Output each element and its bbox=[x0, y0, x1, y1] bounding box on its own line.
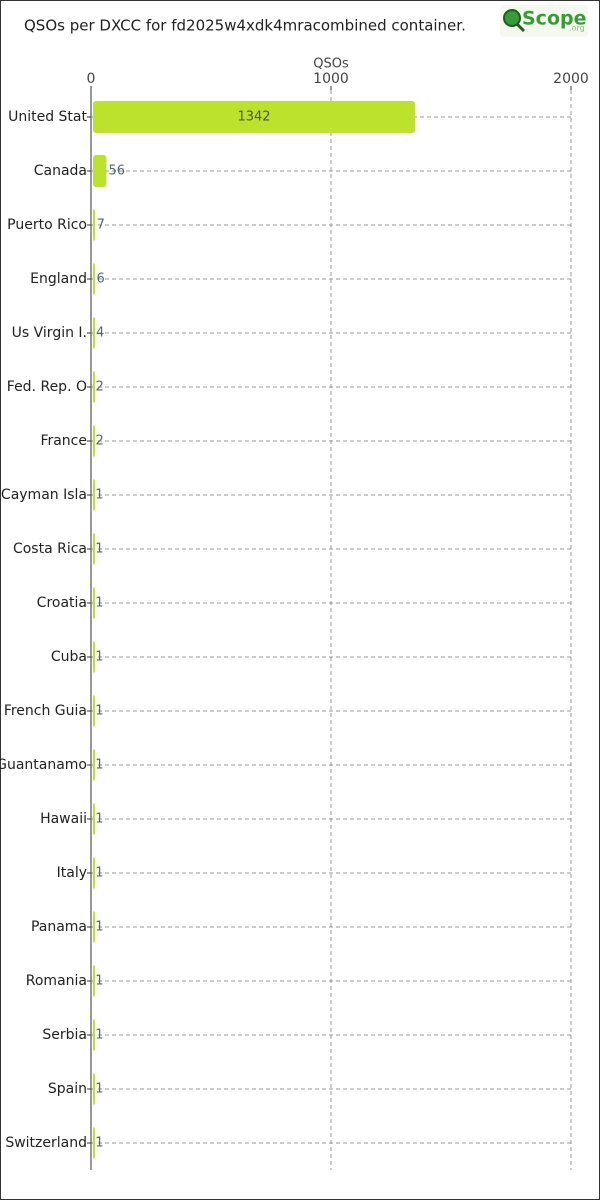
bar bbox=[93, 1127, 95, 1159]
bar bbox=[93, 1019, 95, 1051]
bar bbox=[93, 479, 95, 511]
value-label: 1 bbox=[95, 488, 103, 503]
value-label: 1 bbox=[95, 1028, 103, 1043]
x-tick-label: 0 bbox=[87, 71, 96, 87]
value-label: 56 bbox=[108, 164, 125, 179]
y-tick-label: Puerto Rico bbox=[7, 217, 87, 233]
value-label: 1342 bbox=[237, 110, 270, 125]
bar bbox=[93, 749, 95, 781]
logo-text: Scope bbox=[522, 8, 587, 30]
y-tick-label: Cuba bbox=[51, 649, 87, 665]
value-label: 1 bbox=[95, 920, 103, 935]
y-tick-label: French Guia bbox=[4, 703, 87, 719]
bar bbox=[93, 101, 416, 133]
value-label: 2 bbox=[95, 434, 103, 449]
y-tick-label: Guantanamo bbox=[0, 757, 87, 773]
y-tick-label: Fed. Rep. O bbox=[7, 379, 87, 395]
logo-suffix: .org bbox=[569, 24, 585, 33]
bar bbox=[93, 371, 95, 403]
y-tick-label: France bbox=[40, 433, 87, 449]
value-label: 1 bbox=[95, 758, 103, 773]
value-label: 1 bbox=[95, 542, 103, 557]
bar bbox=[93, 209, 95, 241]
x-tick-label: 2000 bbox=[553, 71, 589, 87]
y-tick-label: Serbia bbox=[42, 1027, 87, 1043]
y-tick-label: Panama bbox=[31, 919, 87, 935]
y-tick-label: Romania bbox=[26, 973, 87, 989]
value-label: 2 bbox=[95, 380, 103, 395]
y-tick-label: Croatia bbox=[37, 595, 87, 611]
y-tick-label: England bbox=[30, 271, 87, 287]
y-tick-label: United Stat bbox=[8, 109, 87, 125]
bar bbox=[93, 857, 95, 889]
bar bbox=[93, 425, 95, 457]
value-label: 1 bbox=[95, 650, 103, 665]
bar bbox=[93, 803, 95, 835]
y-tick-label: Spain bbox=[48, 1081, 87, 1097]
x-axis-label: QSOs bbox=[313, 57, 349, 72]
bar bbox=[93, 155, 107, 187]
value-label: 7 bbox=[97, 218, 105, 233]
bar bbox=[93, 263, 95, 295]
bar bbox=[93, 965, 95, 997]
logo-icon bbox=[503, 9, 521, 27]
value-label: 1 bbox=[95, 812, 103, 827]
x-tick-label: 1000 bbox=[313, 71, 349, 87]
bar bbox=[93, 533, 95, 565]
value-label: 1 bbox=[95, 866, 103, 881]
bar bbox=[93, 1073, 95, 1105]
chart-title: QSOs per DXCC for fd2025w4xdk4mracombine… bbox=[24, 17, 466, 35]
y-tick-label: Costa Rica bbox=[13, 541, 87, 557]
bar bbox=[93, 695, 95, 727]
y-tick-label: Hawaii bbox=[40, 811, 87, 827]
value-label: 1 bbox=[95, 974, 103, 989]
value-label: 1 bbox=[95, 1136, 103, 1151]
y-tick-label: Italy bbox=[57, 865, 87, 881]
y-tick-label: Canada bbox=[34, 163, 87, 179]
value-label: 1 bbox=[95, 1082, 103, 1097]
value-label: 6 bbox=[96, 272, 104, 287]
y-tick-label: Switzerland bbox=[5, 1135, 87, 1151]
logo-icon-handle bbox=[515, 22, 526, 33]
y-tick-label: Cayman Isla bbox=[1, 487, 87, 503]
value-label: 1 bbox=[95, 596, 103, 611]
bar bbox=[93, 587, 95, 619]
y-tick-label: Us Virgin I. bbox=[12, 325, 87, 341]
bar bbox=[93, 317, 95, 349]
logo: Scope .org bbox=[500, 5, 588, 37]
value-label: 4 bbox=[96, 326, 104, 341]
value-label: 1 bbox=[95, 704, 103, 719]
bar bbox=[93, 911, 95, 943]
bar bbox=[93, 641, 95, 673]
